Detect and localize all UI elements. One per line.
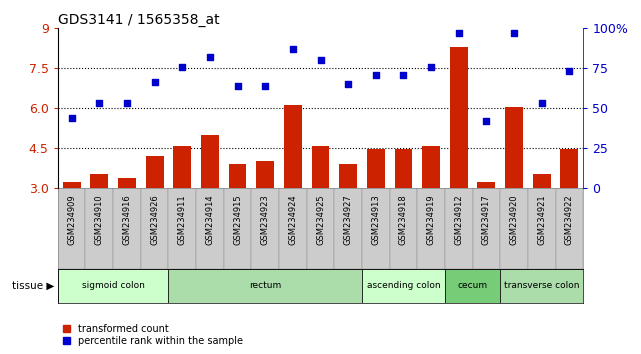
Text: cecum: cecum bbox=[458, 281, 488, 290]
Bar bbox=[560, 149, 578, 188]
Text: GSM234926: GSM234926 bbox=[150, 194, 159, 245]
Bar bbox=[140, 188, 169, 269]
Text: GSM234909: GSM234909 bbox=[67, 194, 76, 245]
Text: ascending colon: ascending colon bbox=[367, 281, 440, 290]
Bar bbox=[501, 188, 528, 269]
Point bbox=[343, 81, 353, 87]
Point bbox=[177, 64, 187, 69]
Text: transverse colon: transverse colon bbox=[504, 281, 579, 290]
Text: GSM234910: GSM234910 bbox=[95, 194, 104, 245]
Bar bbox=[478, 182, 495, 188]
Bar bbox=[196, 188, 224, 269]
Point bbox=[94, 101, 104, 106]
Bar bbox=[173, 147, 191, 188]
Bar bbox=[533, 175, 551, 188]
Bar bbox=[251, 188, 279, 269]
Text: GSM234923: GSM234923 bbox=[261, 194, 270, 245]
Bar bbox=[362, 188, 390, 269]
Bar bbox=[58, 188, 85, 269]
Bar bbox=[146, 156, 163, 188]
Text: GSM234921: GSM234921 bbox=[537, 194, 546, 245]
Bar bbox=[58, 269, 169, 303]
Bar bbox=[528, 188, 556, 269]
Bar bbox=[118, 178, 136, 188]
Bar bbox=[339, 164, 357, 188]
Text: GSM234925: GSM234925 bbox=[316, 194, 325, 245]
Bar bbox=[394, 149, 413, 188]
Bar bbox=[90, 175, 108, 188]
Point bbox=[260, 83, 271, 88]
Bar bbox=[505, 107, 523, 188]
Bar bbox=[445, 188, 472, 269]
Bar bbox=[169, 188, 196, 269]
Bar bbox=[224, 188, 251, 269]
Text: GDS3141 / 1565358_at: GDS3141 / 1565358_at bbox=[58, 13, 219, 27]
Text: GSM234919: GSM234919 bbox=[427, 194, 436, 245]
Bar bbox=[312, 147, 329, 188]
Legend: transformed count, percentile rank within the sample: transformed count, percentile rank withi… bbox=[63, 324, 243, 346]
Bar bbox=[85, 188, 113, 269]
Text: GSM234924: GSM234924 bbox=[288, 194, 297, 245]
Bar bbox=[390, 188, 417, 269]
Text: GSM234911: GSM234911 bbox=[178, 194, 187, 245]
Text: GSM234917: GSM234917 bbox=[482, 194, 491, 245]
Point bbox=[122, 101, 132, 106]
Text: GSM234912: GSM234912 bbox=[454, 194, 463, 245]
Point bbox=[67, 115, 77, 120]
Point bbox=[426, 64, 437, 69]
Bar bbox=[472, 188, 501, 269]
Bar bbox=[367, 149, 385, 188]
Text: rectum: rectum bbox=[249, 281, 281, 290]
Text: GSM234918: GSM234918 bbox=[399, 194, 408, 245]
Point bbox=[537, 101, 547, 106]
Text: GSM234913: GSM234913 bbox=[371, 194, 380, 245]
Bar bbox=[335, 188, 362, 269]
Point bbox=[370, 72, 381, 78]
Text: GSM234914: GSM234914 bbox=[205, 194, 214, 245]
Point bbox=[564, 69, 574, 74]
Bar bbox=[445, 269, 501, 303]
Bar bbox=[201, 135, 219, 188]
Bar bbox=[256, 161, 274, 188]
Bar bbox=[63, 182, 81, 188]
Point bbox=[481, 118, 492, 124]
Bar bbox=[284, 105, 302, 188]
Bar bbox=[422, 147, 440, 188]
Bar bbox=[113, 188, 140, 269]
Bar bbox=[169, 269, 362, 303]
Point bbox=[149, 80, 160, 85]
Bar bbox=[229, 164, 247, 188]
Point bbox=[398, 72, 408, 78]
Point bbox=[454, 30, 464, 36]
Bar bbox=[362, 269, 445, 303]
Text: tissue ▶: tissue ▶ bbox=[12, 281, 54, 291]
Text: GSM234915: GSM234915 bbox=[233, 194, 242, 245]
Text: GSM234927: GSM234927 bbox=[344, 194, 353, 245]
Text: GSM234922: GSM234922 bbox=[565, 194, 574, 245]
Point bbox=[288, 46, 298, 52]
Bar bbox=[450, 47, 468, 188]
Text: GSM234916: GSM234916 bbox=[122, 194, 131, 245]
Point bbox=[315, 57, 326, 63]
Point bbox=[204, 54, 215, 60]
Point bbox=[509, 30, 519, 36]
Bar bbox=[279, 188, 306, 269]
Text: GSM234920: GSM234920 bbox=[510, 194, 519, 245]
Text: sigmoid colon: sigmoid colon bbox=[81, 281, 144, 290]
Bar bbox=[501, 269, 583, 303]
Bar bbox=[306, 188, 335, 269]
Bar bbox=[417, 188, 445, 269]
Bar bbox=[556, 188, 583, 269]
Point bbox=[233, 83, 243, 88]
